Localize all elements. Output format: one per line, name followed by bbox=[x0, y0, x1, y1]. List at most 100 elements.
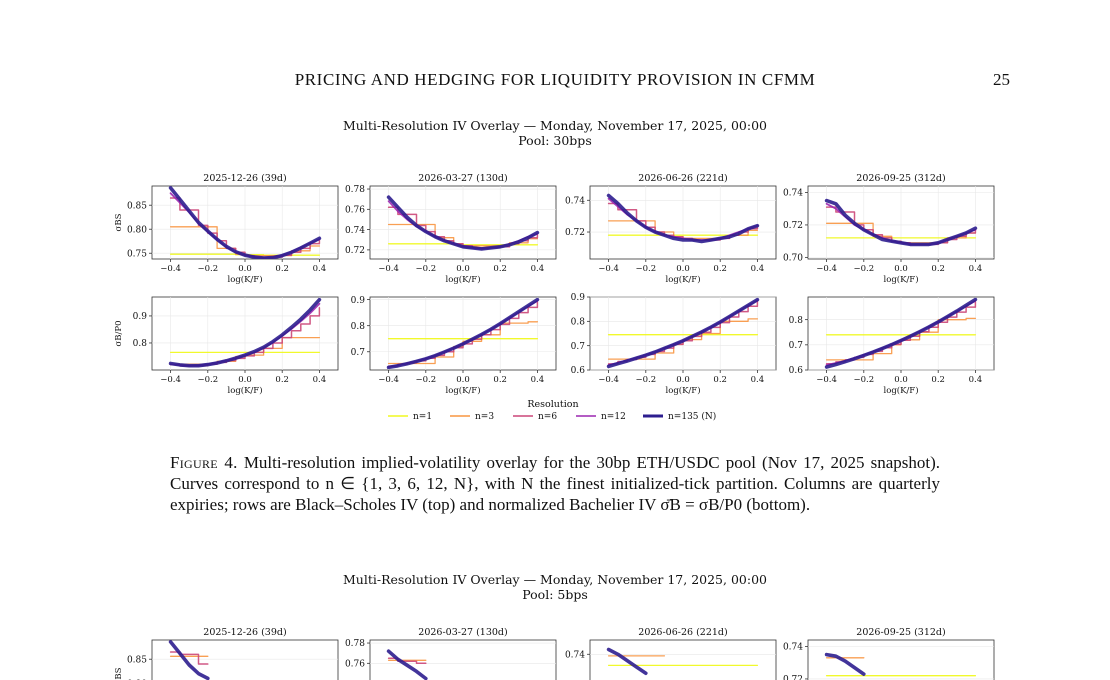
y-tick-label: 0.7 bbox=[351, 348, 366, 358]
x-tick-label: 0.0 bbox=[238, 264, 252, 274]
x-tick-label: 0.0 bbox=[456, 375, 470, 385]
x-tick-label: −0.4 bbox=[816, 375, 837, 385]
x-axis-label: log(K/F) bbox=[665, 274, 700, 285]
x-tick-label: −0.4 bbox=[816, 264, 837, 274]
y-tick-label: 0.75 bbox=[127, 249, 147, 259]
series-group bbox=[606, 297, 760, 369]
y-tick-label: 0.72 bbox=[783, 221, 803, 231]
legend-item: n=135 (N) bbox=[643, 411, 716, 422]
y-tick-label: 0.76 bbox=[345, 206, 365, 216]
subplot-title: 2026-03-27 (130d) bbox=[418, 173, 507, 184]
series-line-n-135-n- bbox=[824, 297, 978, 369]
x-tick-label: 0.2 bbox=[931, 264, 945, 274]
series-line-n-135-n- bbox=[168, 640, 210, 680]
x-tick-label: −0.2 bbox=[197, 264, 218, 274]
legend-item: n=6 bbox=[513, 412, 557, 422]
x-tick-label: 0.2 bbox=[275, 375, 289, 385]
series-line-n-3 bbox=[387, 321, 539, 365]
y-tick-label: 0.9 bbox=[351, 296, 366, 306]
y-tick-label: 0.85 bbox=[127, 201, 147, 211]
y-tick-label: 0.7 bbox=[571, 342, 586, 352]
legend-label: n=135 (N) bbox=[668, 411, 716, 422]
figure4-caption-text: Multi-resolution implied-volatility over… bbox=[170, 453, 940, 514]
x-tick-label: 0.4 bbox=[969, 264, 983, 274]
series-group bbox=[824, 198, 978, 247]
y-tick-label: 0.70 bbox=[783, 254, 803, 264]
series-line-n-135-n- bbox=[824, 198, 978, 247]
figure4-legend: Resolution n=1 n=3 n=6 n=12 n=135 (N) bbox=[388, 399, 716, 422]
series-line-n-135-n- bbox=[386, 195, 540, 251]
figure4-title-line1: Multi-Resolution IV Overlay — Monday, No… bbox=[343, 118, 767, 133]
x-tick-label: 0.0 bbox=[238, 375, 252, 385]
page-number: 25 bbox=[993, 70, 1010, 89]
legend-item: n=1 bbox=[388, 412, 432, 422]
series-group bbox=[168, 640, 210, 680]
y-tick-label: 0.6 bbox=[571, 366, 586, 376]
x-tick-label: 0.4 bbox=[969, 375, 983, 385]
x-tick-label: −0.2 bbox=[853, 264, 874, 274]
y-tick-label: 0.80 bbox=[127, 225, 147, 235]
subplot: 0.6 0.7 0.8 −0.4 −0.2 0.0 0.2 0.4 log(K/F) bbox=[789, 296, 995, 396]
y-tick-label: 0.74 bbox=[565, 196, 585, 206]
subplot: 2026-09-25 (312d) 0.70 0.72 0.74 −0.4 −0.2 0.0… bbox=[783, 173, 995, 285]
subplot: 0.7 0.8 0.9 −0.4 −0.2 0.0 0.2 0.4 log(K/F) bbox=[351, 296, 557, 396]
figure4-title-line2: Pool: 30bps bbox=[518, 133, 592, 148]
legend-title: Resolution bbox=[527, 399, 578, 410]
plot-area bbox=[589, 639, 777, 680]
figure4-caption: Figure 4. Multi-resolution implied-volat… bbox=[170, 452, 940, 515]
x-tick-label: −0.4 bbox=[160, 264, 181, 274]
x-tick-label: 0.2 bbox=[275, 264, 289, 274]
x-axis-label: log(K/F) bbox=[665, 385, 700, 396]
subplot: 0.8 0.9 −0.4 −0.2 0.0 0.2 0.4 log(K/F) σB/P0 bbox=[114, 296, 339, 396]
series-group bbox=[606, 647, 759, 676]
legend-item: n=12 bbox=[576, 412, 626, 422]
x-tick-label: 0.2 bbox=[931, 375, 945, 385]
y-tick-label: 0.8 bbox=[351, 322, 366, 332]
series-line-n-135-n- bbox=[824, 652, 866, 676]
subplot-title: 2025-12-26 (39d) bbox=[203, 173, 286, 184]
figure4-plot-grid: 2025-12-26 (39d) 0.75 0.80 0.85 −0.4 −0.2 0.0 0… bbox=[114, 173, 995, 422]
legend-label: n=6 bbox=[538, 412, 557, 422]
x-tick-label: 0.4 bbox=[531, 264, 545, 274]
series-line-n-135-n- bbox=[386, 649, 428, 680]
y-tick-label: 0.72 bbox=[565, 228, 585, 238]
plot-area bbox=[151, 639, 339, 680]
x-tick-label: −0.4 bbox=[598, 264, 619, 274]
x-tick-label: 0.0 bbox=[456, 264, 470, 274]
series-group bbox=[824, 297, 978, 369]
x-tick-label: −0.4 bbox=[160, 375, 181, 385]
x-tick-label: −0.2 bbox=[635, 264, 656, 274]
series-line-n-135-n- bbox=[168, 186, 322, 259]
y-tick-label: 0.9 bbox=[133, 312, 148, 322]
x-axis-label: log(K/F) bbox=[445, 385, 480, 396]
x-axis-label: log(K/F) bbox=[227, 274, 262, 285]
legend-label: n=12 bbox=[601, 412, 626, 422]
x-axis-label: log(K/F) bbox=[445, 274, 480, 285]
x-tick-label: 0.2 bbox=[493, 375, 507, 385]
subplot: 0.6 0.7 0.8 0.9 −0.4 −0.2 0.0 0.2 0.4 log(K/F) bbox=[571, 293, 777, 396]
x-tick-label: 0.4 bbox=[313, 264, 327, 274]
series-group bbox=[606, 193, 760, 244]
series-group bbox=[168, 297, 322, 368]
figure5-title: Multi-Resolution IV Overlay — Monday, No… bbox=[0, 572, 1110, 602]
subplot: 2026-03-27 (130d) 0.76 0.78 bbox=[345, 627, 557, 680]
y-tick-label: 0.74 bbox=[345, 226, 365, 236]
x-tick-label: −0.4 bbox=[378, 375, 399, 385]
y-axis-label: σBS bbox=[114, 213, 124, 231]
x-tick-label: −0.2 bbox=[415, 375, 436, 385]
x-axis-label: log(K/F) bbox=[227, 385, 262, 396]
y-tick-label: 0.8 bbox=[789, 316, 804, 326]
series-group bbox=[168, 186, 322, 259]
x-tick-label: 0.4 bbox=[751, 264, 765, 274]
series-line-n-135-n- bbox=[606, 193, 760, 244]
series-group bbox=[386, 297, 540, 370]
running-title: PRICING AND HEDGING FOR LIQUIDITY PROVIS… bbox=[294, 70, 816, 89]
running-header: PRICING AND HEDGING FOR LIQUIDITY PROVIS… bbox=[0, 70, 1110, 92]
subplot-title: 2026-03-27 (130d) bbox=[418, 627, 507, 638]
subplot: 2026-03-27 (130d) 0.72 0.74 0.76 0.78 −0.4 −0.… bbox=[345, 173, 557, 285]
x-tick-label: 0.2 bbox=[713, 264, 727, 274]
x-tick-label: 0.4 bbox=[313, 375, 327, 385]
y-tick-label: 0.8 bbox=[133, 339, 148, 349]
x-tick-label: 0.0 bbox=[894, 264, 908, 274]
